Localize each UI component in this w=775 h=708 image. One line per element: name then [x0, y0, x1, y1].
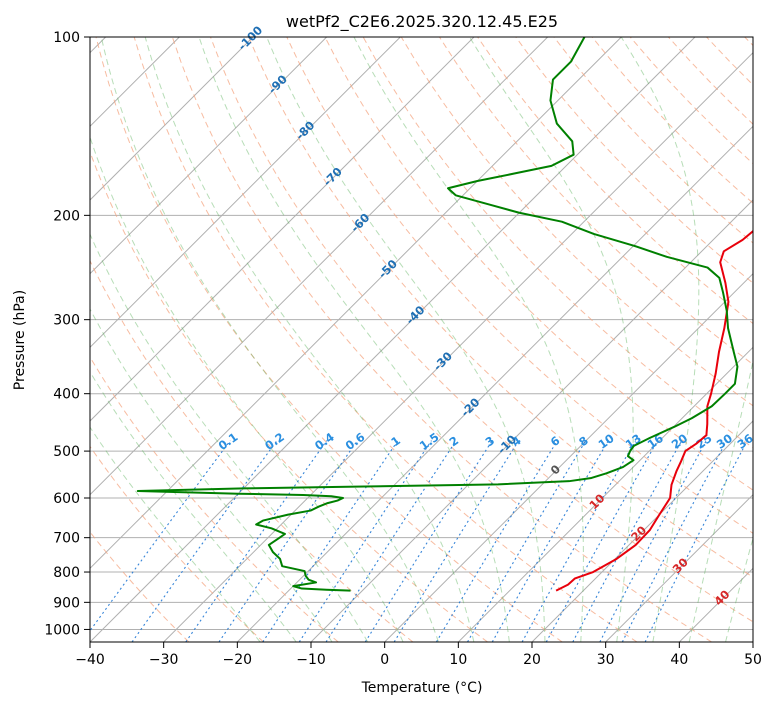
- mixing-ratio-line: [364, 440, 493, 642]
- dry-adiabat: [95, 37, 563, 642]
- dry-adiabat: [210, 37, 753, 623]
- mixing-ratio-line: [621, 440, 728, 642]
- isotherm-line: [457, 346, 753, 642]
- x-axis-label: Temperature (°C): [361, 680, 483, 696]
- isotherm-line: [90, 37, 254, 201]
- y-tick-label: 900: [53, 595, 80, 611]
- dry-adiabat: [133, 37, 638, 642]
- moist-adiabat: [688, 358, 753, 642]
- y-tick-label: 100: [53, 30, 80, 46]
- moist-adiabat: [144, 37, 475, 642]
- chart-title: wetPf2_C2E6.2025.320.12.45.E25: [286, 12, 558, 32]
- mixing-ratio-line: [599, 440, 707, 642]
- y-tick-label: 200: [53, 208, 80, 224]
- moist-adiabat: [725, 536, 753, 642]
- x-tick-label: 20: [523, 652, 541, 668]
- moist-adiabat: [266, 37, 546, 642]
- x-tick-label: 30: [597, 652, 615, 668]
- isotherm-line: [90, 37, 622, 570]
- moist-adiabat: [90, 135, 404, 642]
- isotherm-line: [531, 420, 753, 642]
- dry-adiabat: [515, 37, 753, 284]
- x-tick-label: 10: [449, 652, 467, 668]
- temperature-profile-line: [555, 229, 753, 592]
- y-tick-label: 500: [53, 444, 80, 460]
- mixing-ratio-line: [131, 440, 278, 642]
- moist-adiabat: [353, 37, 584, 642]
- x-tick-label: −30: [149, 652, 179, 668]
- isotherm-line: [90, 37, 475, 422]
- y-tick-label: 300: [53, 313, 80, 329]
- isotherm-line: [90, 37, 401, 349]
- moist-adiabat: [198, 37, 510, 642]
- mixing-ratio-line: [298, 440, 432, 642]
- y-tick-label: 400: [53, 387, 80, 403]
- isotherm-line: [236, 125, 753, 642]
- moist-adiabat: [90, 370, 297, 642]
- x-axis: −40 −30 −20 −10 0 10 20 30 40 50: [75, 642, 762, 668]
- y-axis: 100 200 300 400 500 600 700 800 900 1000: [44, 30, 90, 638]
- plot-frame: [89, 36, 754, 643]
- dry-adiabat: [90, 445, 264, 642]
- x-tick-label: −40: [75, 652, 105, 668]
- dry-adiabat: [171, 37, 712, 642]
- x-tick-label: 50: [744, 652, 762, 668]
- mixing-ratio-line: [393, 440, 520, 642]
- isotherm-line: [163, 51, 753, 642]
- dry-adiabat: [90, 259, 414, 642]
- isotherm-line: [90, 37, 328, 275]
- y-axis-label: Pressure (hPa): [12, 290, 28, 390]
- background-lines: [90, 37, 753, 642]
- y-tick-label: 800: [53, 565, 80, 581]
- dry-adiabat: [286, 37, 753, 534]
- mixing-ratio-line: [325, 440, 457, 642]
- mixing-ratio-line: [644, 440, 748, 642]
- moist-adiabat: [100, 37, 439, 642]
- x-tick-label: 0: [380, 652, 389, 668]
- dry-adiabat: [248, 37, 753, 578]
- x-tick-label: −20: [223, 652, 253, 668]
- y-tick-label: 600: [53, 491, 80, 507]
- moist-adiabat: [620, 37, 700, 642]
- mixing-ratio-line: [572, 440, 683, 642]
- y-tick-label: 700: [53, 531, 80, 547]
- dewpoint-profile-line: [136, 37, 739, 592]
- dry-adiabat: [324, 37, 753, 491]
- isotherm-line: [90, 37, 696, 642]
- isotherm-line: [605, 493, 753, 642]
- y-tick-label: 1000: [44, 622, 80, 638]
- moist-adiabat: [90, 233, 369, 642]
- x-tick-label: 40: [670, 652, 688, 668]
- isotherm-line: [90, 37, 549, 496]
- mixing-ratio-line: [545, 440, 659, 642]
- mixing-ratio-line: [90, 440, 231, 632]
- mixing-ratio-line: [435, 440, 558, 642]
- series-layer: [136, 37, 753, 592]
- x-tick-label: −10: [296, 652, 326, 668]
- isotherm-line: [384, 272, 753, 642]
- moist-adiabat: [90, 426, 261, 642]
